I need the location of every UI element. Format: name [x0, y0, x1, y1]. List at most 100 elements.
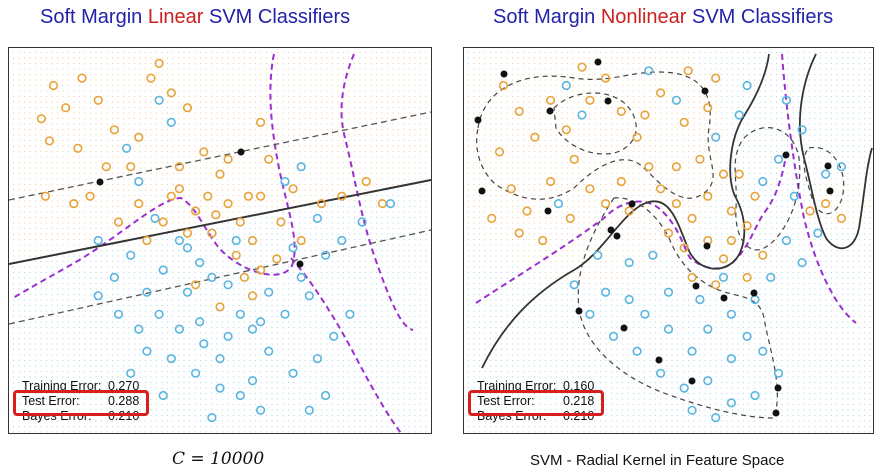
grid-dot: [29, 393, 31, 394]
grid-dot: [51, 310, 53, 312]
grid-dot: [150, 404, 152, 405]
grid-dot: [310, 338, 311, 339]
grid-dot: [315, 68, 317, 70]
grid-dot: [73, 63, 75, 64]
grid-dot: [222, 52, 223, 53]
grid-dot: [425, 134, 427, 136]
grid-dot: [238, 316, 240, 317]
grid-dot: [62, 140, 64, 141]
grid-dot: [332, 85, 333, 86]
grid-dot: [200, 244, 201, 246]
grid-dot: [156, 277, 157, 279]
grid-dot: [365, 365, 366, 367]
grid-dot: [211, 310, 212, 312]
grid-dot: [183, 118, 185, 119]
grid-dot: [18, 332, 20, 334]
grid-dot: [249, 239, 251, 240]
grid-dot: [398, 277, 399, 279]
grid-dot: [62, 250, 64, 251]
grid-dot: [183, 305, 185, 306]
grid-dot: [365, 79, 366, 81]
grid-dot: [299, 222, 300, 224]
grid-dot: [238, 173, 240, 174]
grid-dot: [167, 68, 168, 70]
grid-dot: [211, 244, 212, 246]
grid-dot: [134, 184, 135, 185]
grid-dot: [84, 123, 86, 125]
grid-dot: [24, 349, 25, 350]
grid-dot: [337, 283, 339, 284]
grid-dot: [266, 79, 267, 81]
grid-dot: [51, 74, 53, 75]
grid-dot: [288, 233, 289, 235]
grid-dot: [150, 63, 152, 64]
grid-dot: [266, 96, 267, 97]
grid-dot: [35, 250, 36, 251]
grid-dot: [244, 272, 245, 273]
grid-dot: [222, 145, 223, 147]
grid-dot: [222, 211, 223, 213]
grid-dot: [68, 283, 69, 284]
grid-dot: [288, 360, 289, 361]
grid-dot: [332, 184, 333, 185]
grid-dot: [348, 321, 350, 323]
grid-dot: [370, 118, 372, 119]
grid-dot: [238, 79, 240, 81]
grid-dot: [167, 211, 168, 213]
grid-dot: [183, 343, 185, 345]
grid-dot: [425, 211, 427, 213]
grid-dot: [381, 52, 383, 53]
grid-dot: [365, 393, 366, 394]
grid-dot: [227, 134, 229, 136]
grid-dot: [62, 107, 64, 108]
grid-dot: [304, 288, 306, 290]
grid-dot: [370, 228, 372, 229]
grid-dot: [139, 228, 141, 229]
grid-dot: [326, 52, 328, 53]
grid-dot: [13, 134, 14, 136]
grid-dot: [145, 255, 146, 257]
grid-dot: [84, 343, 86, 345]
grid-dot: [183, 327, 185, 328]
grid-dot: [249, 404, 251, 405]
grid-dot: [277, 90, 278, 92]
grid-dot: [304, 382, 306, 383]
grid-dot: [40, 398, 42, 400]
grid-dot: [299, 123, 300, 125]
grid-dot: [172, 305, 174, 306]
grid-dot: [189, 332, 190, 334]
grid-dot: [332, 57, 333, 59]
grid-dot: [95, 90, 97, 92]
grid-dot: [238, 129, 240, 130]
grid-dot: [194, 178, 196, 180]
grid-dot: [255, 244, 256, 246]
grid-dot: [128, 283, 130, 284]
grid-dot: [288, 156, 289, 158]
grid-dot: [387, 228, 388, 229]
grid-dot: [172, 360, 174, 361]
grid-dot: [79, 299, 80, 301]
grid-dot: [128, 321, 130, 323]
grid-dot: [211, 371, 212, 372]
grid-dot: [249, 261, 251, 262]
grid-dot: [205, 288, 207, 290]
grid-dot: [271, 217, 273, 218]
grid-dot: [172, 162, 174, 163]
grid-dot: [156, 211, 157, 213]
grid-dot: [315, 145, 317, 147]
grid-dot: [277, 178, 278, 180]
grid-dot: [315, 189, 317, 191]
grid-dot: [359, 321, 361, 323]
grid-dot: [145, 118, 146, 119]
grid-dot: [68, 382, 69, 383]
grid-dot: [332, 90, 333, 92]
grid-dot: [73, 162, 75, 163]
grid-dot: [161, 156, 163, 158]
grid-dot: [343, 151, 344, 152]
grid-dot: [183, 167, 185, 169]
grid-dot: [112, 360, 113, 361]
grid-dot: [337, 338, 339, 339]
grid-dot: [178, 85, 179, 86]
grid-dot: [321, 305, 322, 306]
grid-dot: [244, 85, 245, 86]
